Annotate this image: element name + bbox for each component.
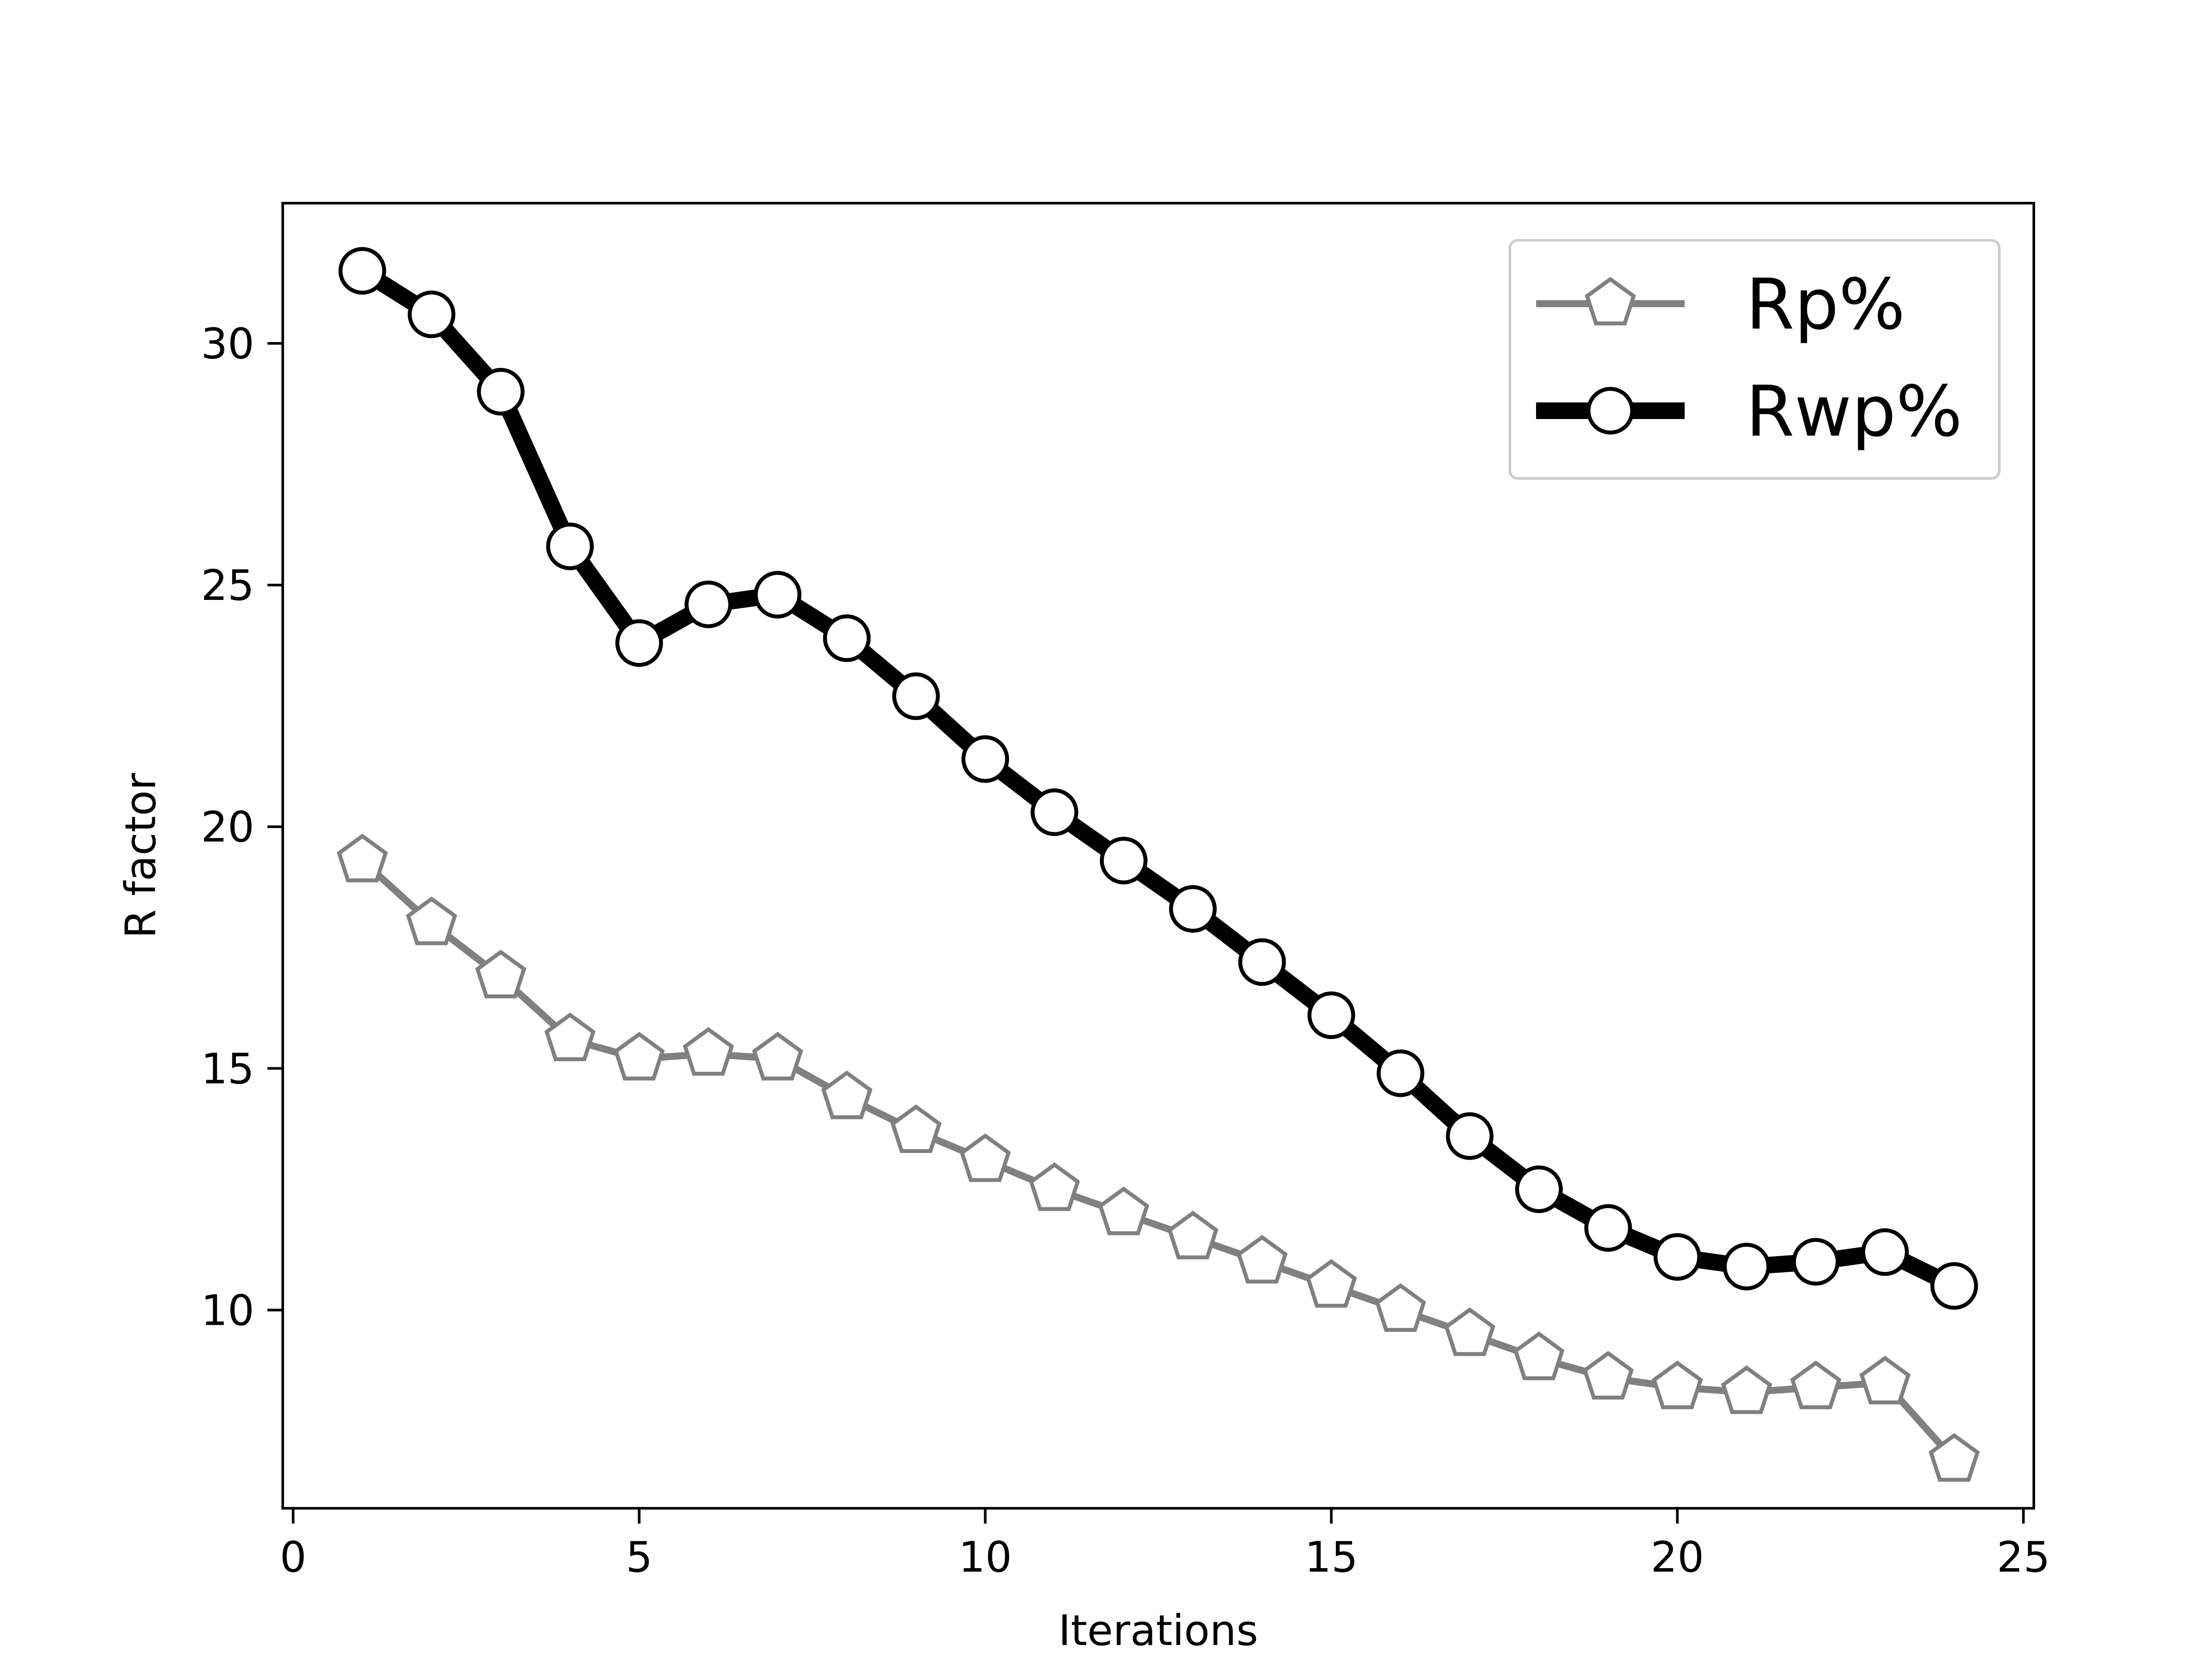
data-point [961, 735, 1009, 783]
data-point [753, 571, 801, 619]
data-point [1169, 885, 1217, 933]
data-point [1928, 1433, 1980, 1482]
data-point [1305, 1259, 1357, 1308]
legend-label: Rp% [1746, 263, 1905, 345]
legend-swatch-marker [1586, 387, 1634, 435]
series-layer [336, 247, 1980, 1482]
x-axis: 0 5 10 15 20 25 [280, 1508, 2050, 1582]
data-point [1653, 1233, 1701, 1281]
data-point [336, 834, 388, 883]
y-axis-label: R factor [116, 773, 165, 939]
data-point [1098, 1186, 1149, 1235]
data-point [1513, 1331, 1565, 1380]
data-point [1651, 1360, 1703, 1410]
data-point [752, 1032, 803, 1081]
data-point [684, 580, 732, 628]
data-point [1582, 1351, 1634, 1400]
data-point [823, 614, 871, 662]
x-tick-label: 20 [1651, 1533, 1704, 1582]
y-tick-label: 10 [201, 1286, 254, 1335]
legend-label: Rwp% [1746, 371, 1963, 452]
legend: Rp% Rwp% [1509, 239, 2001, 480]
data-point [614, 1032, 665, 1081]
data-point [960, 1133, 1011, 1182]
data-point [1723, 1243, 1771, 1291]
y-tick-label: 25 [201, 561, 254, 610]
x-axis-label: Iterations [1058, 1606, 1258, 1655]
data-point [1792, 1238, 1840, 1286]
data-point [1930, 1262, 1978, 1310]
data-point [475, 949, 527, 998]
data-point [1236, 1235, 1288, 1284]
legend-entry: Rwp% [1536, 371, 1963, 452]
data-point [544, 1012, 596, 1061]
series-rwp-pct [338, 247, 1978, 1310]
data-point [683, 1027, 734, 1076]
series-rp-pct [336, 834, 1980, 1482]
x-tick-label: 10 [958, 1533, 1012, 1582]
data-point [1375, 1283, 1426, 1332]
data-point [1859, 1355, 1911, 1405]
data-point [1515, 1165, 1563, 1213]
data-point [1377, 1049, 1425, 1097]
data-point [546, 522, 594, 570]
data-point [1238, 938, 1286, 986]
data-point [890, 1104, 942, 1153]
x-tick-label: 5 [626, 1533, 652, 1582]
data-point [615, 619, 663, 667]
x-tick-label: 25 [1997, 1533, 2050, 1582]
data-point [1790, 1360, 1842, 1410]
data-point [477, 367, 525, 416]
data-point [1029, 1162, 1080, 1211]
y-axis: 10 15 20 25 30 [201, 319, 283, 1335]
data-point [1444, 1307, 1495, 1356]
data-point [408, 290, 456, 338]
y-tick-label: 20 [201, 803, 254, 852]
data-point [1167, 1210, 1219, 1260]
data-point [1721, 1365, 1772, 1414]
data-point [1584, 1204, 1632, 1252]
data-point [1099, 837, 1148, 885]
data-point [1861, 1228, 1909, 1276]
x-tick-label: 15 [1304, 1533, 1358, 1582]
y-tick-label: 30 [201, 319, 254, 368]
legend-swatch-marker [1585, 277, 1636, 326]
legend-entry: Rp% [1536, 263, 1905, 345]
plot-frame [281, 202, 2035, 1510]
data-point [892, 672, 940, 720]
data-point [1446, 1112, 1494, 1160]
data-point [338, 247, 386, 295]
data-point [821, 1070, 873, 1119]
data-point [406, 896, 458, 946]
data-point [1307, 991, 1355, 1039]
x-tick-label: 0 [280, 1533, 306, 1582]
y-tick-label: 15 [201, 1044, 254, 1093]
data-point [1030, 788, 1079, 836]
